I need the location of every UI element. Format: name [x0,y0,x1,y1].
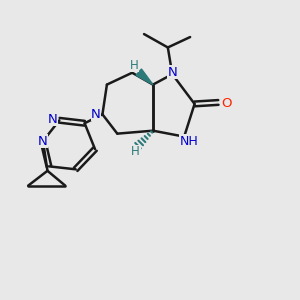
Text: N: N [168,66,178,79]
Text: H: H [130,59,139,72]
Text: O: O [221,97,232,110]
Text: H: H [131,145,140,158]
Text: N: N [91,108,101,121]
Text: N: N [38,135,47,148]
Polygon shape [136,69,153,85]
Text: NH: NH [180,135,199,148]
Text: N: N [48,112,57,126]
